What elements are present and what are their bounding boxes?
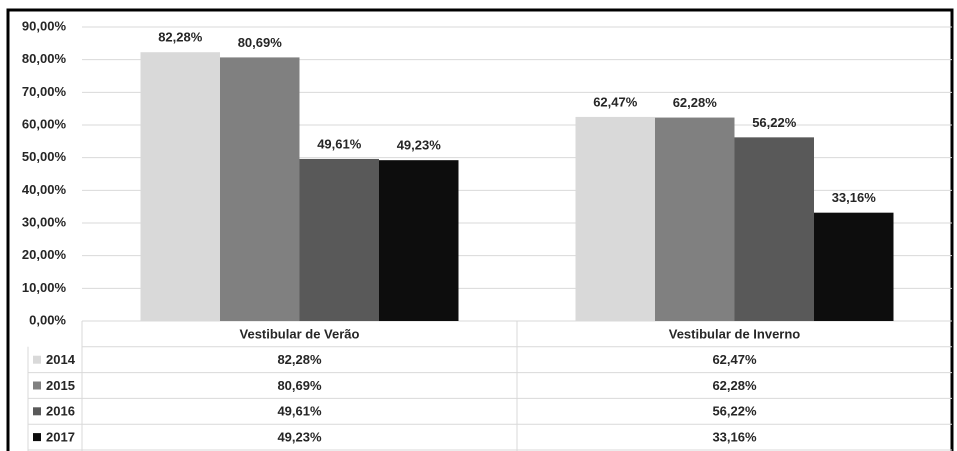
data-label: 56,22% (752, 115, 797, 130)
data-label: 33,16% (832, 190, 877, 205)
legend-swatch (33, 407, 41, 416)
legend-swatch (33, 381, 41, 390)
data-label: 49,61% (317, 136, 362, 151)
table-cell: 49,61% (277, 404, 322, 419)
legend-label: 2016 (46, 404, 75, 419)
table-cell: 56,22% (712, 404, 757, 419)
bar (379, 160, 459, 321)
frame (6, 8, 954, 451)
table-cell: 62,47% (712, 352, 757, 367)
legend-swatch (33, 433, 41, 442)
table-cell: 49,23% (277, 430, 322, 445)
bar (140, 52, 220, 322)
legend-label: 2014 (46, 352, 76, 367)
y-tick-label: 80,00% (22, 51, 67, 66)
y-tick-label: 0,00% (29, 312, 66, 327)
table-cell: 62,28% (712, 378, 757, 393)
y-tick-label: 30,00% (22, 214, 67, 229)
data-label: 82,28% (158, 30, 203, 45)
bar (220, 57, 300, 322)
table-cell: 80,69% (277, 378, 322, 393)
bar (299, 158, 379, 321)
y-tick-label: 40,00% (22, 182, 67, 197)
y-tick-label: 90,00% (22, 18, 67, 33)
legend-label: 2015 (46, 378, 75, 393)
x-tick-label: Vestibular de Inverno (669, 326, 801, 341)
bar (655, 117, 735, 321)
data-label: 62,28% (673, 95, 718, 110)
y-tick-label: 60,00% (22, 116, 67, 131)
x-tick-label: Vestibular de Verão (240, 326, 360, 341)
y-tick-label: 70,00% (22, 84, 67, 99)
data-label: 62,47% (593, 94, 638, 109)
y-tick-label: 20,00% (22, 247, 67, 262)
legend-swatch (33, 355, 41, 364)
data-label: 80,69% (238, 35, 283, 50)
bar (814, 212, 894, 321)
data-label: 49,23% (397, 138, 442, 153)
table-cell: 82,28% (277, 352, 322, 367)
table-cell: 33,16% (712, 430, 757, 445)
y-tick-label: 50,00% (22, 149, 67, 164)
bar (734, 137, 814, 321)
legend-label: 2017 (46, 430, 75, 445)
y-tick-label: 10,00% (22, 280, 67, 295)
bar (575, 116, 655, 321)
